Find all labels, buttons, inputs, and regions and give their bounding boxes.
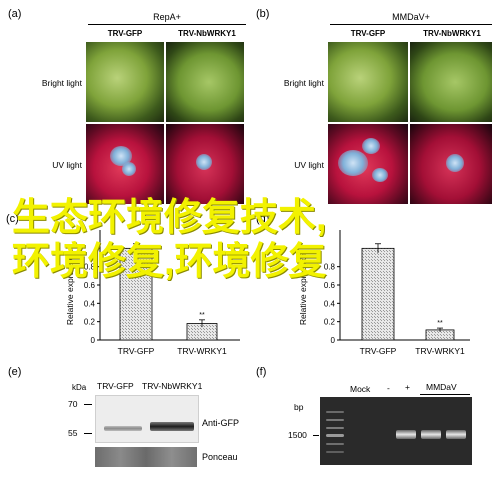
panel-e-kda-label: kDa bbox=[72, 383, 87, 392]
chart-c-xtick-label-1: TRV-WRKY1 bbox=[177, 346, 227, 356]
panel-a-group-line bbox=[88, 24, 246, 25]
panel-f-plus-label: + bbox=[405, 382, 410, 392]
panel-b-uv-gfp-image bbox=[328, 124, 408, 204]
panel-e-anti-gfp-label: Anti-GFP bbox=[202, 418, 240, 428]
chart-c-bar-0 bbox=[119, 247, 153, 341]
panel-b-row1-label: Bright light bbox=[283, 78, 324, 88]
panel-a-uv-wrky1-image bbox=[166, 124, 244, 204]
panel-b-row2-label: UV light bbox=[294, 160, 324, 170]
chart-c-ylabel: Relative expression bbox=[65, 251, 75, 325]
chart-d-xtick-label-0: TRV-GFP bbox=[360, 346, 397, 356]
panel-e-lane1-label: TRV-GFP bbox=[97, 381, 134, 391]
chart-d-annotation-1: ** bbox=[437, 320, 443, 327]
chart-c-xtick-label-0: TRV-GFP bbox=[118, 346, 155, 356]
chart-d-bar-0 bbox=[361, 247, 395, 341]
chart-d-ytick-label-0: 0 bbox=[331, 336, 336, 345]
panel-b-bright-wrky1-image bbox=[410, 42, 492, 122]
chart-d-ytick-label-2: 0.4 bbox=[324, 299, 336, 308]
panel-b-group-label: MMDaV+ bbox=[392, 12, 430, 22]
panel-a-bright-gfp-image bbox=[86, 42, 164, 122]
panel-b-bright-gfp-image bbox=[328, 42, 408, 122]
chart-c-annotation-1: ** bbox=[199, 312, 205, 319]
panel-a-row1-label: Bright light bbox=[41, 78, 82, 88]
overlay-line-2: 环境修复,环境修复 bbox=[12, 241, 327, 283]
panel-a-bright-wrky1-image bbox=[166, 42, 244, 122]
panel-f-agarose-gel bbox=[320, 397, 472, 465]
panel-b-letter: (b) bbox=[256, 8, 270, 20]
panel-a-row2-label: UV light bbox=[52, 160, 82, 170]
chart-d-ytick-label-1: 0.2 bbox=[324, 318, 336, 327]
panel-f-bp-label: bp bbox=[294, 402, 304, 412]
panel-e-lane2-label: TRV-NbWRKY1 bbox=[142, 381, 203, 391]
panel-f-mmdav-line bbox=[420, 394, 470, 395]
panel-e-marker-55: 55 bbox=[68, 428, 78, 438]
panel-a-col1-label: TRV-GFP bbox=[107, 29, 143, 38]
panel-b-group-line bbox=[330, 24, 492, 25]
chart-c-ytick-label-3: 0.6 bbox=[84, 281, 96, 290]
panel-f-1500-tick bbox=[313, 435, 319, 436]
overlay-caption: 生态环境修复技术, 环境修复,环境修复 bbox=[12, 196, 492, 284]
panel-b-col2-label: TRV-NbWRKY1 bbox=[423, 29, 481, 38]
panel-b-uv-wrky1-image bbox=[410, 124, 492, 204]
bar-charts: (c) Relative expression 0 0.2 0.4 0.6 0.8 TRV… bbox=[6, 213, 470, 356]
panel-a-group-label: RepA+ bbox=[153, 12, 181, 22]
chart-c-ytick-label-4: 0.8 bbox=[84, 263, 96, 272]
panel-e-ponceau-label: Ponceau bbox=[202, 452, 238, 462]
overlay-line-1: 生态环境修复技术, bbox=[12, 197, 327, 239]
panel-a-col2-label: TRV-NbWRKY1 bbox=[178, 29, 236, 38]
panel-e-letter: (e) bbox=[8, 366, 22, 378]
panel-f-minus-label: - bbox=[387, 383, 390, 393]
panel-a-letter: (a) bbox=[8, 8, 22, 20]
chart-c: (c) Relative expression 0 0.2 0.4 0.6 0.8 TRV… bbox=[6, 213, 240, 356]
panel-e-western-blot bbox=[95, 395, 199, 443]
panel-e-marker-70-tick bbox=[84, 404, 92, 405]
chart-d-ylabel: Relative expression bbox=[298, 251, 308, 325]
panel-a-uv-gfp-image bbox=[86, 124, 164, 204]
panel-f-mmdav-label: MMDaV bbox=[426, 382, 457, 392]
chart-c-ytick-label-0: 0 bbox=[91, 336, 96, 345]
chart-c-letter: (c) bbox=[6, 213, 19, 225]
chart-d-ytick-label-3: 0.6 bbox=[324, 281, 336, 290]
chart-d-ytick-label-4: 0.8 bbox=[324, 263, 336, 272]
chart-d: (d) Relative expression 0 0.2 0.4 0.6 0.8 TRV… bbox=[256, 213, 470, 356]
chart-c-ytick-label-2: 0.4 bbox=[84, 299, 96, 308]
panel-f-mock-label: Mock bbox=[350, 384, 371, 394]
chart-c-ytick-label-1: 0.2 bbox=[84, 318, 96, 327]
chart-d-letter: (d) bbox=[256, 213, 269, 225]
panel-b-col1-label: TRV-GFP bbox=[350, 29, 386, 38]
panel-f-1500-label: 1500 bbox=[288, 430, 307, 440]
chart-d-xtick-label-1: TRV-WRKY1 bbox=[415, 346, 465, 356]
panel-f-letter: (f) bbox=[256, 366, 267, 378]
panel-e-ponceau-blot bbox=[95, 447, 197, 467]
panel-e-marker-70: 70 bbox=[68, 399, 78, 409]
panel-e-marker-55-tick bbox=[84, 433, 92, 434]
